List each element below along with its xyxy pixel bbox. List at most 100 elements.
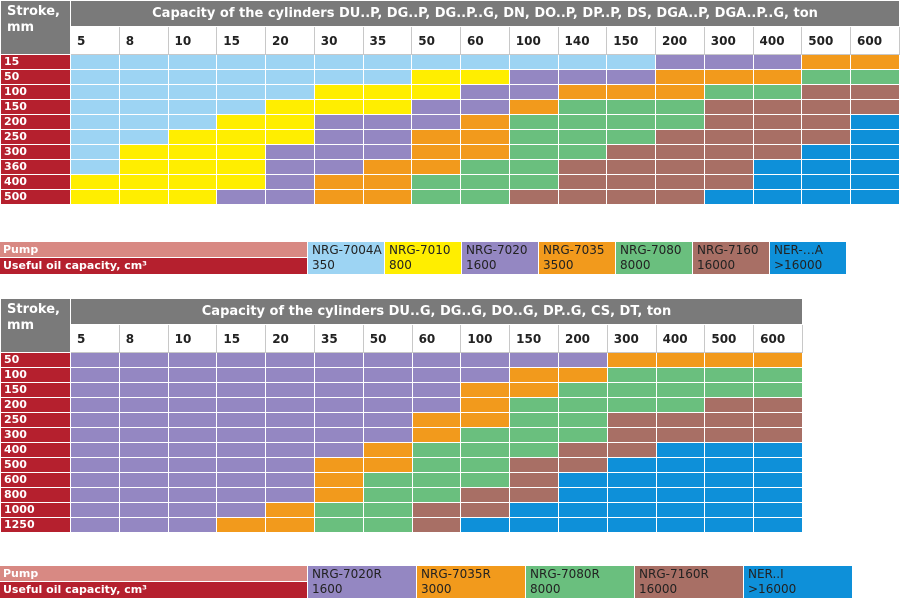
pump-cell bbox=[460, 352, 511, 368]
cylinder-capacity-table-2: Stroke, mm Capacity of the cylinders DU.… bbox=[0, 298, 803, 533]
stroke-label: 150 bbox=[0, 382, 71, 398]
pump-cell bbox=[460, 517, 511, 533]
pump-cell bbox=[167, 457, 218, 473]
pump-cell bbox=[460, 159, 510, 175]
pump-cell bbox=[508, 159, 559, 175]
pump-cell bbox=[362, 114, 413, 130]
table-body-2: 50 100 150 200 250 300 400 500 600 800 1000 1250 bbox=[0, 352, 803, 533]
pump-legend-2: Pump Useful oil capacity, cm³ NRG-7020R 1… bbox=[0, 566, 900, 599]
pump-cell bbox=[167, 502, 218, 518]
pump-cell bbox=[70, 144, 120, 160]
pump-cell bbox=[508, 99, 559, 115]
capacity-header: 35 bbox=[313, 324, 364, 353]
pump-cell bbox=[850, 69, 900, 85]
pump-cell bbox=[362, 457, 413, 473]
pump-cell bbox=[313, 159, 364, 175]
capacity-header-row-2: 5 8 10 15 20 35 50 60 100 150 200 300 400 500 600 bbox=[1, 324, 803, 353]
capacity-header: 500 bbox=[801, 26, 851, 55]
pump-cell bbox=[655, 382, 706, 398]
pump-cell bbox=[313, 54, 364, 70]
pump-cell bbox=[508, 189, 559, 205]
pump-cell bbox=[411, 427, 462, 443]
pump-cell bbox=[216, 159, 266, 175]
pump-cell bbox=[216, 352, 267, 368]
stroke-label: 100 bbox=[0, 84, 71, 100]
pump-cell bbox=[655, 427, 706, 443]
cylinder-capacity-table-1: Stroke, mm Capacity of the cylinders DU.… bbox=[0, 0, 900, 205]
pump-cell bbox=[167, 129, 218, 145]
stroke-label: 200 bbox=[0, 114, 71, 130]
pump-cell bbox=[606, 99, 656, 115]
table-row: 100 bbox=[0, 367, 803, 383]
capacity-header: 50 bbox=[411, 26, 461, 55]
pump-cell bbox=[557, 174, 608, 190]
pump-cell bbox=[70, 69, 120, 85]
pump-cell bbox=[362, 412, 413, 428]
pump-cell bbox=[411, 69, 461, 85]
pump-cell bbox=[801, 114, 851, 130]
pump-cell bbox=[606, 69, 656, 85]
pump-cell bbox=[265, 189, 315, 205]
pump-model: NRG-7020R bbox=[312, 567, 382, 581]
pump-cell bbox=[655, 517, 706, 533]
pump-cell bbox=[362, 159, 413, 175]
stroke-label: 200 bbox=[0, 397, 71, 413]
table-title-1: Capacity of the cylinders DU..P, DG..P, … bbox=[70, 0, 900, 27]
pump-cell bbox=[557, 54, 608, 70]
stroke-label: 400 bbox=[0, 174, 71, 190]
pump-cell bbox=[704, 472, 755, 488]
pump-cell bbox=[313, 382, 364, 398]
pump-cell bbox=[753, 352, 803, 368]
pump-cell bbox=[752, 189, 803, 205]
pump-cell bbox=[313, 457, 364, 473]
pump-cell bbox=[753, 412, 803, 428]
pump-cell bbox=[850, 54, 900, 70]
pump-cell bbox=[801, 129, 851, 145]
pump-cell bbox=[606, 442, 657, 458]
pump-cell bbox=[606, 129, 656, 145]
stroke-label: 100 bbox=[0, 367, 71, 383]
stroke-header-1: Stroke, mm bbox=[0, 0, 71, 55]
pump-cell bbox=[411, 114, 461, 130]
capacity-header: 50 bbox=[362, 324, 413, 353]
pump-cell bbox=[509, 382, 559, 398]
pump-cell bbox=[362, 54, 413, 70]
pump-cell bbox=[655, 144, 705, 160]
pump-cell bbox=[411, 159, 461, 175]
pump-cell bbox=[411, 367, 462, 383]
table-row: 15 bbox=[0, 54, 900, 70]
table-row: 300 bbox=[0, 427, 803, 443]
pump-cell bbox=[606, 487, 657, 503]
pump-cell bbox=[118, 367, 169, 383]
capacity-header: 140 bbox=[557, 26, 608, 55]
pump-cell bbox=[557, 189, 608, 205]
pump-cell bbox=[411, 129, 461, 145]
capacity-header: 600 bbox=[850, 26, 900, 55]
pump-cell bbox=[704, 502, 755, 518]
pump-cell bbox=[118, 412, 169, 428]
capacity-header: 200 bbox=[557, 324, 608, 353]
table-row: 200 bbox=[0, 114, 900, 130]
pump-cell bbox=[411, 144, 461, 160]
pump-cell bbox=[411, 189, 461, 205]
pump-cell bbox=[704, 412, 755, 428]
table-row: 800 bbox=[0, 487, 803, 503]
pump-cell bbox=[167, 84, 218, 100]
pump-cell bbox=[460, 397, 511, 413]
pump-cell bbox=[606, 502, 657, 518]
capacity-header: 200 bbox=[655, 26, 705, 55]
pump-cell bbox=[753, 382, 803, 398]
pump-cell bbox=[216, 84, 266, 100]
pump-cell bbox=[362, 84, 413, 100]
pump-cell bbox=[753, 457, 803, 473]
pump-cell bbox=[606, 159, 656, 175]
pump-cell bbox=[216, 382, 267, 398]
pump-cell bbox=[411, 382, 462, 398]
pump-cell bbox=[753, 472, 803, 488]
pump-cell bbox=[460, 144, 510, 160]
capacity-header: 150 bbox=[509, 324, 559, 353]
pump-cell bbox=[313, 502, 364, 518]
pump-cell bbox=[167, 69, 218, 85]
pump-model: NRG-7010 bbox=[389, 243, 451, 257]
capacity-header: 20 bbox=[265, 324, 315, 353]
